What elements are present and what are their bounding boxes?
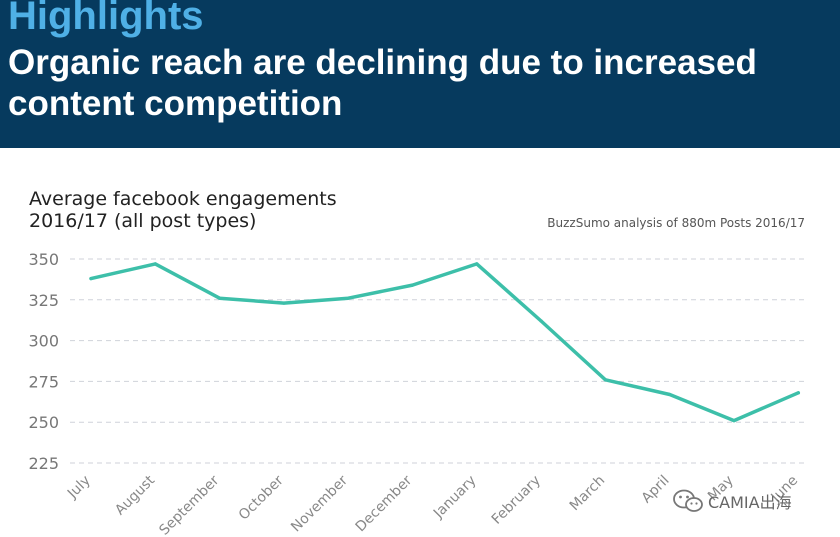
data-point-january bbox=[475, 262, 479, 266]
x-tick-label-february: February bbox=[489, 473, 544, 528]
chart-title-line-2: 2016/17 (all post types) bbox=[29, 210, 256, 232]
wechat-icon bbox=[673, 489, 703, 512]
highlights-label: Highlights bbox=[8, 0, 204, 38]
y-tick-label: 300 bbox=[28, 332, 59, 351]
x-tick-label-july: July bbox=[64, 473, 94, 503]
data-point-june bbox=[796, 391, 800, 395]
y-tick-label: 250 bbox=[28, 413, 59, 432]
y-tick-label: 225 bbox=[28, 454, 59, 473]
x-tick-label-november: November bbox=[288, 472, 351, 535]
grid-lines bbox=[70, 258, 805, 464]
series-line-0 bbox=[89, 262, 801, 423]
data-point-october bbox=[282, 301, 286, 305]
data-point-april bbox=[668, 392, 672, 397]
watermark: CAMIA出海 bbox=[672, 486, 792, 516]
data-point-september bbox=[218, 296, 222, 300]
data-point-may bbox=[732, 418, 736, 423]
chart-title-line-1: Average facebook engagements bbox=[29, 188, 337, 210]
y-tick-label: 325 bbox=[28, 291, 59, 310]
y-axis-ticks: 225 250 275 300 325 350 bbox=[28, 250, 59, 473]
x-tick-label-october: October bbox=[236, 472, 287, 523]
data-point-november bbox=[346, 296, 350, 300]
x-tick-label-january: January bbox=[430, 473, 480, 523]
x-tick-label-december: December bbox=[353, 472, 416, 535]
y-tick-label: 275 bbox=[28, 372, 59, 391]
watermark-text: CAMIA出海 bbox=[708, 493, 792, 512]
header-banner: Highlights Organic reach are declining d… bbox=[0, 0, 840, 148]
data-point-august bbox=[153, 262, 157, 266]
data-point-december bbox=[410, 283, 415, 287]
series-layer bbox=[89, 262, 801, 423]
x-tick-label-march: March bbox=[567, 473, 608, 514]
x-tick-label-september: September bbox=[156, 472, 222, 537]
x-tick-label-august: August bbox=[112, 472, 158, 518]
data-point-march bbox=[603, 378, 608, 382]
x-tick-label-april: April bbox=[639, 473, 673, 507]
engagement-line-chart: Average facebook engagements 2016/17 (al… bbox=[28, 188, 805, 537]
data-point-july bbox=[89, 276, 93, 281]
data-point-february bbox=[539, 319, 543, 323]
slide-title: Organic reach are declining due to incre… bbox=[8, 43, 757, 123]
chart-source-note: BuzzSumo analysis of 880m Posts 2016/17 bbox=[547, 216, 805, 230]
y-tick-label: 350 bbox=[28, 250, 59, 269]
